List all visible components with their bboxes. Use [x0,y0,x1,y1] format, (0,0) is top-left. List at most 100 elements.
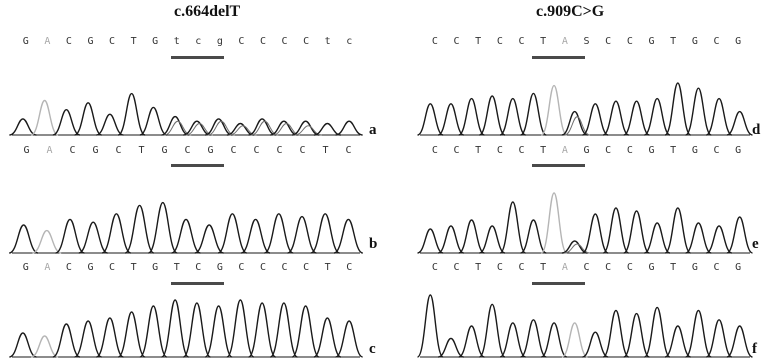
panel-label-a: a [369,122,377,138]
base-letter: G [22,36,29,47]
trace-peak [226,122,254,136]
trace-peak [248,118,276,136]
trace-peak [582,213,609,254]
trace-peak [602,207,630,254]
trace-peak [561,322,588,358]
panel-label-d: d [752,122,761,138]
base-letter: T [670,262,677,273]
trace-peak [520,92,547,136]
trace-peak [74,320,102,358]
trace-peak [217,213,248,254]
trace-peak [147,201,178,254]
base-letter: G [23,145,30,156]
trace-peak [582,103,609,136]
trace-peak [644,97,671,136]
trace-peak [96,113,124,136]
trace-peak [8,224,39,254]
trace-peak [520,219,547,254]
trace-peak [664,207,692,254]
base-letter: C [713,145,720,156]
base-letter: C [259,262,266,273]
base-letter: g [216,36,223,47]
trace-peak [124,204,155,254]
base-letter: T [324,262,331,273]
trace-peak [602,309,630,358]
trace-peak [499,97,526,136]
base-letter: G [648,36,655,47]
trace-peak [160,299,190,358]
trace-peak [117,92,146,136]
base-letter: C [496,36,503,47]
base-letter: C [303,262,310,273]
trace-peak [171,218,201,254]
base-letter: A [44,36,51,47]
trace-peak [478,303,506,358]
panel-label-e: e [752,236,759,252]
panel-label-c: c [369,341,376,357]
trace-peak [458,97,485,136]
base-letter: C [518,36,525,47]
base-letter: T [670,36,677,47]
trace-peak [30,99,59,136]
trace-peak [726,216,753,254]
base-letter: T [475,36,482,47]
trace-peak [9,332,37,358]
trace-peak [705,225,733,254]
base-letter: C [605,145,612,156]
base-letter: C [453,262,460,273]
trace-peak [479,225,506,254]
base-letter: A [46,145,53,156]
base-letter: T [670,145,677,156]
trace-peak [437,103,465,136]
base-letter: T [540,36,547,47]
mutation-underline-left-2 [171,164,224,167]
base-letter: C [281,36,288,47]
trace-peak [313,122,341,136]
trace-secondary-peak [564,116,591,136]
trace-peak [417,103,444,136]
trace-peak [204,305,233,358]
base-letter: t [173,36,180,47]
trace-peak [194,224,224,254]
trace-peak [623,100,650,136]
base-letter: T [322,145,329,156]
base-letter: C [195,262,202,273]
trace-peak [726,325,753,358]
trace-peak [182,302,212,358]
chromatogram-panel-a [9,92,363,136]
trace-secondary-peak [251,120,279,136]
trace-peak [582,331,609,358]
base-letter: G [161,145,168,156]
base-letter: C [626,145,633,156]
panel-label-f: f [752,341,757,357]
base-letter: G [583,145,590,156]
base-letter: G [691,262,698,273]
trace-peak [437,337,464,358]
trace-peak [270,120,298,136]
trace-peak [561,110,588,136]
trace-peak [561,240,588,254]
trace-peak [540,192,568,254]
base-letter: T [475,262,482,273]
left-column-title: c.664delT [174,3,241,20]
trace-peak [458,325,485,358]
trace-peak [664,325,691,358]
trace-peak [291,305,320,358]
base-letter: C [115,145,122,156]
trace-peak [96,317,124,358]
trace-secondary-peak [294,125,322,136]
base-letter: C [431,262,438,273]
mutation-underline-left-3 [171,282,224,285]
base-letter: C [238,262,245,273]
trace-peak [684,309,712,358]
trace-peak [78,221,108,254]
base-letter: c [346,36,353,47]
trace-peak [335,120,363,136]
trace-peak [264,213,294,254]
base-letter: A [561,36,568,47]
trace-peak [32,229,62,254]
base-letter: C [605,36,612,47]
base-letter: G [691,36,698,47]
